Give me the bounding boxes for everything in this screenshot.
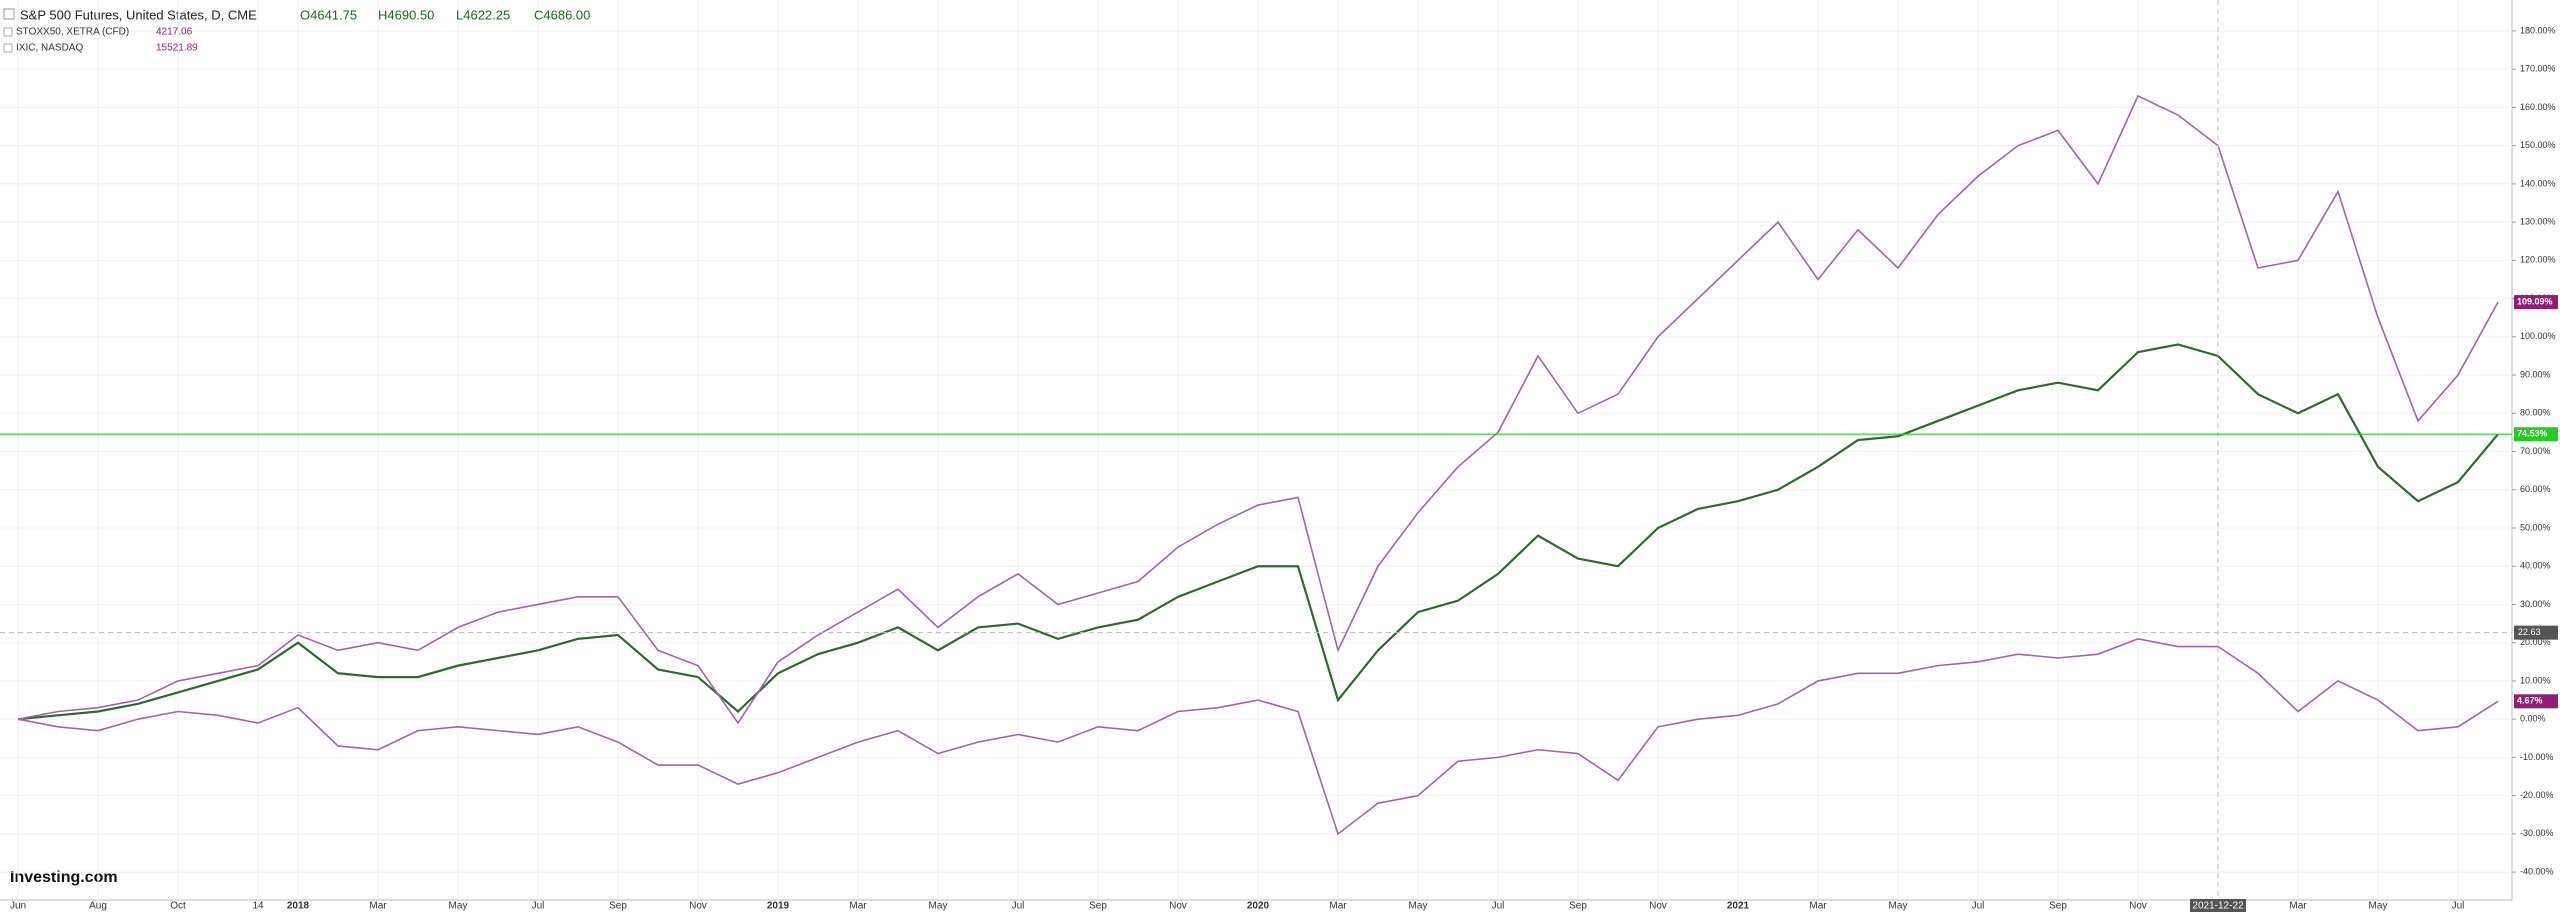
y-tick-label: 50.00% bbox=[2520, 522, 2551, 532]
x-tick-label: May bbox=[929, 901, 948, 912]
legend-name: IXIC, NASDAQ bbox=[16, 43, 83, 54]
y-tick-label: -30.00% bbox=[2520, 828, 2554, 838]
last-value-badge bbox=[2514, 694, 2558, 709]
y-tick-label: 130.00% bbox=[2520, 217, 2556, 227]
legend-price: 4217.06 bbox=[156, 27, 193, 38]
x-tick-label: Nov bbox=[689, 901, 707, 912]
x-tick-label: Mar bbox=[849, 901, 867, 912]
x-tick-label: Oct bbox=[170, 901, 186, 912]
x-tick-label: Sep bbox=[1569, 901, 1587, 912]
collapse-icon[interactable] bbox=[3, 8, 15, 20]
x-tick-label: Jul bbox=[532, 901, 545, 912]
x-tick-label: Sep bbox=[609, 901, 627, 912]
logo: Investing.com bbox=[10, 869, 118, 886]
x-tick-label: Nov bbox=[2129, 901, 2147, 912]
y-tick-label: 80.00% bbox=[2520, 408, 2551, 418]
x-tick-label: Nov bbox=[1169, 901, 1187, 912]
ohlc-value: H4690.50 bbox=[378, 7, 434, 22]
x-tick-label: May bbox=[2369, 901, 2388, 912]
x-tick-label: Jul bbox=[1972, 901, 1985, 912]
x-tick-label: Mar bbox=[369, 901, 387, 912]
last-value-label: 109.09% bbox=[2517, 296, 2553, 306]
y-tick-label: -40.00% bbox=[2520, 866, 2554, 876]
x-tick-label: Nov bbox=[1649, 901, 1667, 912]
crosshair-y-label: 22.63 bbox=[2518, 627, 2541, 637]
chart-title: S&P 500 Futures, United States, D, CME bbox=[20, 7, 257, 22]
x-tick-label: May bbox=[449, 901, 468, 912]
x-tick-label: Jul bbox=[1012, 901, 1025, 912]
x-tick-label: Aug bbox=[89, 901, 107, 912]
crosshair-x-badge bbox=[2190, 899, 2246, 912]
series-line bbox=[17, 343, 2499, 721]
x-tick-label: Jul bbox=[1492, 901, 1505, 912]
x-tick-label: Sep bbox=[1089, 901, 1107, 912]
x-tick-label: 2021 bbox=[1727, 901, 1750, 912]
y-tick-label: -20.00% bbox=[2520, 790, 2554, 800]
x-tick-label: Mar bbox=[1329, 901, 1347, 912]
legend-price: 15521.89 bbox=[156, 43, 198, 54]
y-tick-label: 170.00% bbox=[2520, 64, 2556, 74]
y-tick-label: 60.00% bbox=[2520, 484, 2551, 494]
y-tick-label: 0.00% bbox=[2520, 714, 2546, 724]
x-tick-label: May bbox=[1409, 901, 1428, 912]
crosshair-x-label: 2021-12-22 bbox=[2192, 901, 2244, 912]
x-tick-label: 2019 bbox=[767, 901, 790, 912]
x-tick-label: 14 bbox=[252, 901, 264, 912]
last-value-label: 4.67% bbox=[2517, 696, 2543, 706]
y-tick-label: 120.00% bbox=[2520, 255, 2556, 265]
x-tick-label: May bbox=[1889, 901, 1908, 912]
crosshair-y-badge bbox=[2514, 625, 2558, 640]
ohlc-value: L4622.25 bbox=[456, 7, 510, 22]
y-tick-label: 180.00% bbox=[2520, 25, 2556, 35]
x-tick-label: Jul bbox=[2452, 901, 2465, 912]
y-tick-label: 20.00% bbox=[2520, 637, 2551, 647]
y-tick-label: 100.00% bbox=[2520, 331, 2556, 341]
x-tick-label: Sep bbox=[2049, 901, 2067, 912]
last-value-label: 74.53% bbox=[2517, 429, 2548, 439]
legend-icon bbox=[3, 27, 13, 37]
last-value-badge bbox=[2514, 295, 2558, 310]
x-tick-label: 2020 bbox=[1247, 901, 1270, 912]
y-tick-label: 30.00% bbox=[2520, 599, 2551, 609]
y-tick-label: 10.00% bbox=[2520, 675, 2551, 685]
x-tick-label: 2018 bbox=[287, 901, 310, 912]
ohlc-value: O4641.75 bbox=[300, 7, 357, 22]
ohlc-value: C4686.00 bbox=[534, 7, 590, 22]
legend-name: STOXX50, XETRA (CFD) bbox=[16, 27, 129, 38]
series-line bbox=[17, 94, 2499, 725]
legend-icon bbox=[3, 43, 13, 53]
x-tick-label: Jun bbox=[10, 901, 26, 912]
y-tick-label: 140.00% bbox=[2520, 178, 2556, 188]
y-tick-label: 70.00% bbox=[2520, 446, 2551, 456]
y-tick-label: 150.00% bbox=[2520, 140, 2556, 150]
x-tick-label: Mar bbox=[2289, 901, 2307, 912]
last-value-badge bbox=[2514, 427, 2558, 442]
y-tick-label: 40.00% bbox=[2520, 561, 2551, 571]
y-tick-label: 160.00% bbox=[2520, 102, 2556, 112]
y-tick-label: 90.00% bbox=[2520, 369, 2551, 379]
x-tick-label: Mar bbox=[1809, 901, 1827, 912]
series-line bbox=[17, 638, 2499, 836]
y-tick-label: -10.00% bbox=[2520, 752, 2554, 762]
